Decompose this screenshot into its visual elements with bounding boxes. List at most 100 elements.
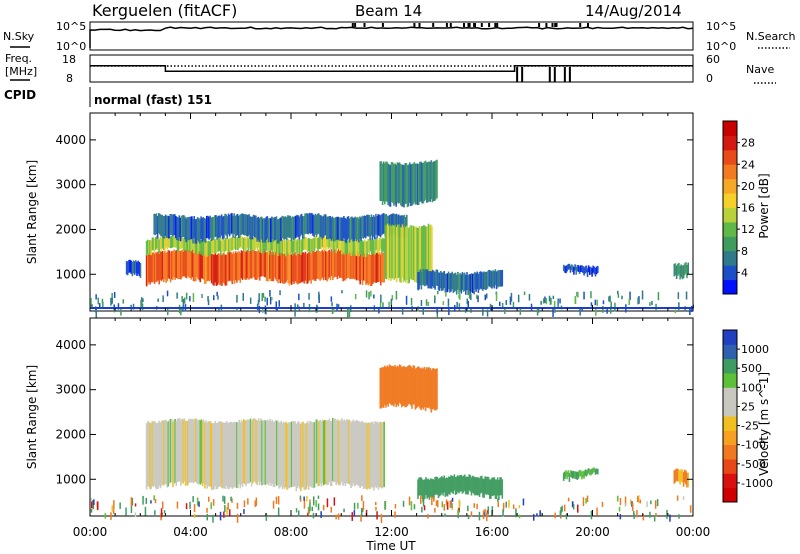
power-data-cell <box>260 239 262 253</box>
power-colorbar-tick-label: 4 <box>741 266 748 279</box>
power-data-cell <box>380 214 383 236</box>
velocity-near-range-echo <box>361 495 363 501</box>
velocity-data-cell <box>222 422 224 489</box>
power-data-cell <box>286 251 288 280</box>
velocity-data-cell <box>295 424 298 492</box>
velocity-near-range-echo <box>666 509 668 519</box>
velocity-near-range-echo <box>473 503 475 508</box>
power-data-cell <box>219 215 222 239</box>
power-data-cell <box>183 237 186 251</box>
power-data-cell <box>247 251 250 280</box>
power-data-cell <box>147 254 149 285</box>
power-near-range-echo <box>256 303 259 310</box>
power-near-range-echo <box>437 291 439 295</box>
power-near-range-echo <box>445 293 447 297</box>
velocity-data-cell <box>210 423 213 490</box>
velocity-data-cell <box>177 418 180 482</box>
velocity-data-cell <box>359 422 361 489</box>
power-data-cell <box>217 253 220 284</box>
power-data-cell <box>131 262 134 277</box>
power-data-cell <box>478 271 481 290</box>
power-data-cell <box>260 216 263 240</box>
velocity-near-range-echo <box>505 501 507 508</box>
velocity-near-range-echo <box>337 513 340 520</box>
power-data-cell <box>227 213 230 235</box>
velocity-data-cell <box>173 420 175 485</box>
power-data-cell <box>206 252 208 282</box>
velocity-near-range-echo <box>320 511 322 518</box>
velocity-data-cell <box>452 476 455 494</box>
velocity-near-range-echo <box>446 501 449 510</box>
velocity-data-cell <box>407 365 410 405</box>
power-near-range-echo <box>102 301 104 308</box>
velocity-data-cell <box>583 471 585 479</box>
velocity-data-cell <box>442 477 444 496</box>
power-data-cell <box>327 250 329 280</box>
velocity-data-cell <box>328 418 331 482</box>
time-tick-label: 04:00 <box>173 525 208 539</box>
velocity-data-cell <box>287 422 290 489</box>
velocity-data-cell <box>420 368 422 411</box>
power-data-cell <box>366 241 368 257</box>
power-data-cell <box>569 265 572 273</box>
velocity-near-range-echo <box>299 495 302 500</box>
power-data-cell <box>426 269 428 286</box>
power-data-cell <box>438 272 441 291</box>
power-data-cell <box>292 240 294 256</box>
velocity-near-range-echo <box>638 495 640 503</box>
power-data-cell <box>332 236 334 249</box>
power-data-cell <box>176 217 178 241</box>
velocity-data-cell <box>182 419 184 484</box>
power-data-cell <box>273 249 276 278</box>
power-data-cell <box>578 266 581 274</box>
power-data-cell <box>314 251 317 281</box>
power-near-range-echo <box>422 308 424 315</box>
power-data-cell <box>163 252 165 283</box>
velocity-data-cell <box>322 420 325 486</box>
velocity-data-cell <box>430 478 433 498</box>
power-data-cell <box>574 264 576 271</box>
power-near-range-echo <box>249 297 252 304</box>
power-data-cell <box>283 216 286 240</box>
velocity-near-range-echo <box>97 501 99 510</box>
power-data-cell <box>270 237 272 251</box>
power-data-cell <box>436 269 439 286</box>
velocity-data-cell <box>441 476 443 494</box>
velocity-data-cell <box>674 469 677 483</box>
power-data-cell <box>358 218 360 243</box>
power-data-cell <box>436 159 438 199</box>
time-axis: 00:00 04:00 08:00 12:00 16:00 20:00 00:00 <box>73 525 711 539</box>
velocity-data-cell <box>496 477 499 496</box>
power-data-cell <box>383 252 385 283</box>
velocity-data-cell <box>421 479 424 499</box>
power-data-cell <box>329 216 331 239</box>
power-data-cell <box>401 164 403 207</box>
power-data-cell <box>183 215 185 237</box>
velocity-data-cell <box>223 422 226 489</box>
power-data-cell <box>387 163 389 205</box>
power-data-cell <box>352 240 355 256</box>
power-data-cell <box>303 253 305 284</box>
power-data-cell <box>461 272 464 291</box>
power-data-cell <box>148 252 150 283</box>
power-colorbar-swatch <box>723 149 737 165</box>
power-data-cell <box>428 224 431 279</box>
power-data-cell <box>136 261 138 276</box>
power-data-cell <box>156 216 159 239</box>
velocity-near-range-echo <box>277 507 280 516</box>
velocity-data-cell <box>145 423 148 490</box>
velocity-data-cell <box>274 420 277 485</box>
power-data-cell <box>415 163 418 205</box>
velocity-data-cell <box>197 420 199 485</box>
power-data-cell <box>159 213 161 235</box>
power-data-cell <box>430 271 433 289</box>
velocity-data-cell <box>374 421 376 487</box>
power-data-cell <box>239 253 242 283</box>
power-data-cell <box>681 265 684 280</box>
velocity-colorbar-swatch <box>723 373 737 388</box>
velocity-data-cell <box>306 421 309 487</box>
velocity-data-cell <box>485 477 488 495</box>
power-data-cell <box>190 238 192 252</box>
velocity-near-range-echo <box>254 500 256 507</box>
power-data-cell <box>284 253 286 284</box>
